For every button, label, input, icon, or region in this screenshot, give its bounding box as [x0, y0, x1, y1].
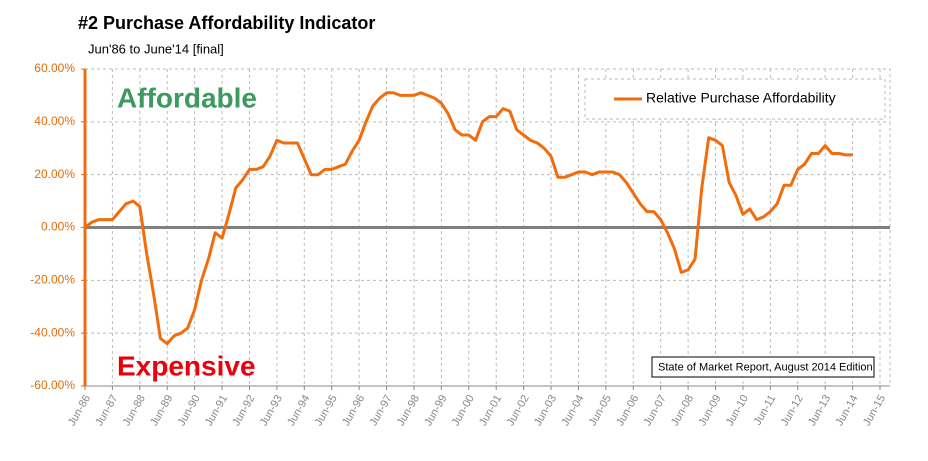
legend: Relative Purchase Affordability: [584, 78, 886, 120]
x-tick-label: Jun-90: [176, 393, 203, 428]
x-tick-label: Jun-03: [532, 393, 559, 428]
source-note: State of Market Report, August 2014 Edit…: [658, 361, 873, 373]
annotation: Expensive: [117, 350, 256, 381]
x-tick-label: Jun-15: [861, 393, 888, 428]
x-tick-label: Jun-89: [148, 393, 175, 428]
y-tick-label: -60.00%: [30, 378, 75, 392]
x-tick-label: Jun-91: [203, 393, 230, 428]
y-tick-label: 40.00%: [34, 114, 75, 128]
x-tick-label: Jun-13: [806, 393, 833, 428]
x-tick-label: Jun-92: [230, 393, 257, 428]
x-tick-label: Jun-96: [340, 393, 367, 428]
x-tick-label: Jun-95: [313, 393, 340, 428]
x-tick-label: Jun-09: [696, 393, 723, 428]
y-tick-label: 20.00%: [34, 167, 75, 181]
x-tick-label: Jun-05: [587, 393, 614, 428]
x-tick-label: Jun-93: [258, 393, 285, 428]
x-tick-label: Jun-10: [724, 393, 751, 428]
x-tick-label: Jun-98: [395, 393, 422, 428]
x-tick-label: Jun-11: [752, 393, 779, 427]
annotation: Affordable: [117, 82, 257, 113]
x-tick-label: Jun-87: [93, 393, 120, 428]
data-line: [84, 91, 853, 346]
x-tick-label: Jun-14: [833, 393, 860, 428]
x-tick-label: Jun-12: [779, 393, 806, 428]
x-tick-label: Jun-86: [66, 393, 93, 428]
y-tick-label: -20.00%: [30, 273, 75, 287]
x-tick-label: Jun-02: [505, 393, 532, 428]
x-tick-label: Jun-00: [450, 393, 477, 428]
x-tick-label: Jun-99: [422, 393, 449, 428]
source-box: [651, 356, 875, 378]
y-tick-label: 60.00%: [34, 61, 75, 75]
x-tick-label: Jun-88: [121, 393, 148, 428]
chart-title: #2 Purchase Affordability Indicator: [78, 13, 375, 33]
x-tick-label: Jun-97: [367, 393, 394, 428]
legend-label: Relative Purchase Affordability: [646, 90, 836, 106]
x-tick-label: Jun-08: [669, 393, 696, 428]
x-tick-label: Jun-07: [642, 393, 669, 428]
x-tick-label: Jun-94: [285, 393, 312, 428]
y-tick-label: -40.00%: [30, 325, 75, 339]
x-tick-label: Jun-04: [559, 393, 586, 428]
y-tick-label: 0.00%: [41, 220, 75, 234]
x-tick-label: Jun-06: [614, 393, 641, 428]
chart-subtitle: Jun'86 to June'14 [final]: [88, 41, 224, 56]
x-tick-label: Jun-01: [477, 393, 504, 428]
